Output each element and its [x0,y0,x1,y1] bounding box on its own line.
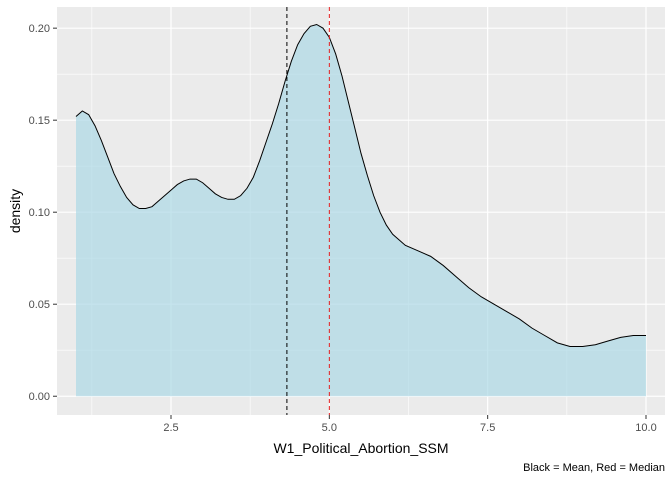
x-tick-label: 5.0 [322,422,337,434]
y-tick-label: 0.05 [29,299,50,311]
x-tick-label: 2.5 [163,422,178,434]
y-axis-ticks: 0.00 0.05 0.10 0.15 0.20 [29,23,57,403]
x-tick-label: 10.0 [635,422,656,434]
y-tick-label: 0.20 [29,23,50,35]
y-tick-label: 0.15 [29,115,50,127]
density-area [76,24,646,397]
x-axis-ticks: 2.5 5.0 7.5 10.0 [163,415,657,434]
y-tick-label: 0.10 [29,207,50,219]
density-curve [75,23,646,348]
caption: Black = Mean, Red = Median [523,462,665,474]
y-tick-label: 0.00 [29,391,50,403]
y-axis-title: density [7,189,23,233]
x-tick-label: 7.5 [480,422,495,434]
x-axis-title: W1_Political_Abortion_SSM [273,440,448,456]
